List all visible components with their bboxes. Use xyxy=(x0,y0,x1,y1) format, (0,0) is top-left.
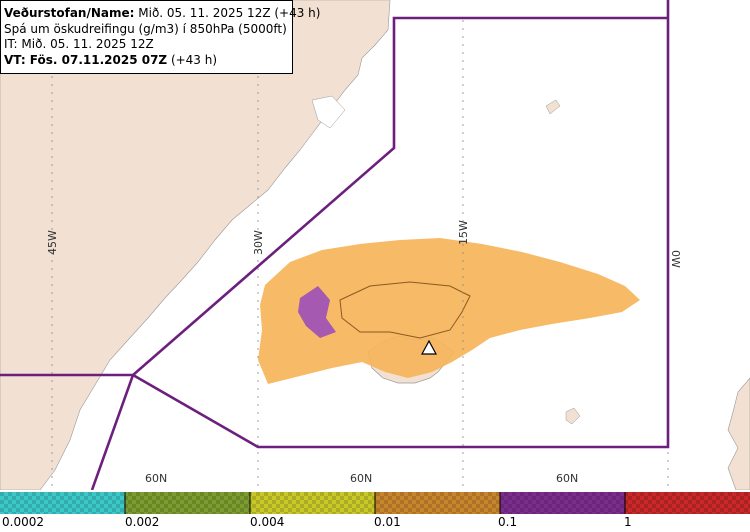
greenland-fjord xyxy=(311,95,346,129)
map-canvas: 45W 30W 15W 0W 60N 60N 60N xyxy=(0,0,750,490)
lon-label-15w: 15W xyxy=(457,220,470,245)
lat-label-b: 60N xyxy=(350,472,372,485)
legend-swatch-pattern-4 xyxy=(500,492,625,514)
lon-label-45w: 45W xyxy=(46,230,59,255)
greenland xyxy=(0,0,391,490)
grid-labels: 45W 30W 15W 0W 60N 60N 60N xyxy=(46,220,682,485)
legend-label-1: 0.002 xyxy=(125,515,160,529)
issuer-label: Veðurstofan/Name: xyxy=(4,6,135,20)
lon-label-0w: 0W xyxy=(669,250,682,268)
legend-swatch-pattern-5 xyxy=(625,492,750,514)
norway-coast xyxy=(727,377,750,490)
lat-label-c: 60N xyxy=(556,472,578,485)
ash-cloud xyxy=(258,238,640,384)
ash-contour xyxy=(339,281,471,339)
legend-swatch-pattern-2 xyxy=(250,492,375,514)
legend-label-5: 1 xyxy=(624,515,632,529)
legend-swatch-pattern-1 xyxy=(125,492,250,514)
legend-label-0: 0.0002 xyxy=(2,515,44,529)
title-line-1: Veðurstofan/Name: Mið. 05. 11. 2025 12Z … xyxy=(4,6,320,22)
volcano-marker xyxy=(420,339,438,355)
color-legend: 0.0002 0.002 0.004 0.01 0.1 1 xyxy=(0,490,750,532)
issue-time: Mið. 05. 11. 2025 12Z (+43 h) xyxy=(134,6,321,20)
legend-swatch-pattern-3 xyxy=(375,492,500,514)
forecast-info-box: Veðurstofan/Name: Mið. 05. 11. 2025 12Z … xyxy=(0,0,320,74)
faroe-islands xyxy=(565,407,581,425)
ash-area-low xyxy=(258,238,640,384)
product-description: Spá um öskudreifingu (g/m3) í 850hPa (50… xyxy=(4,21,287,36)
jan-mayen xyxy=(545,99,561,115)
region-boundaries xyxy=(0,0,670,490)
legend-label-2: 0.004 xyxy=(250,515,285,529)
valid-time: VT: Fös. 07.11.2025 07Z xyxy=(4,52,168,67)
ash-area-high xyxy=(298,286,336,338)
legend-swatch-pattern-0 xyxy=(0,492,125,514)
legend-label-4: 0.1 xyxy=(498,515,518,529)
valid-offset: (+43 h) xyxy=(167,52,218,67)
title-line-4: VT: Fös. 07.11.2025 07Z (+43 h) xyxy=(4,53,292,69)
boundary-reykjavik-oceanic xyxy=(130,0,670,449)
lon-label-30w: 30W xyxy=(252,230,265,255)
boundary-southwest-segment xyxy=(90,374,135,490)
initial-time: IT: Mið. 05. 11. 2025 12Z xyxy=(4,37,154,51)
legend-label-3: 0.01 xyxy=(374,515,401,529)
volcano-triangle-icon xyxy=(420,339,438,355)
legend-color-bar xyxy=(0,492,750,514)
lat-label-a: 60N xyxy=(145,472,167,485)
